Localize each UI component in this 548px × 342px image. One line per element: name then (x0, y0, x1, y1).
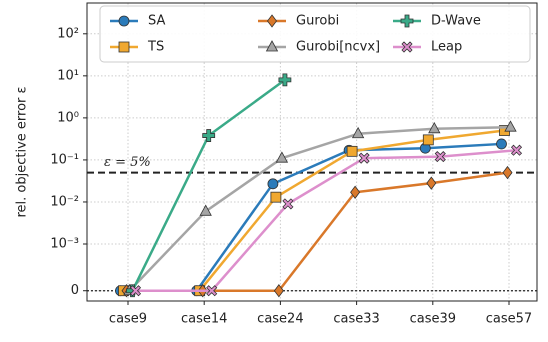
series-line (128, 125, 511, 292)
legend-marker (118, 15, 130, 27)
marker (275, 151, 289, 163)
y-tick-label: 0 (71, 283, 79, 298)
legend-box (99, 5, 531, 63)
legend-marker (265, 40, 279, 52)
marker (199, 204, 212, 216)
marker (282, 198, 294, 210)
series-line (120, 142, 502, 292)
legend-label: Gurobi (296, 14, 339, 29)
marker (351, 126, 365, 139)
y-tick-label: 10⁰ (57, 110, 79, 125)
marker (426, 176, 437, 190)
x-tick-label: case57 (486, 312, 532, 327)
marker (267, 178, 279, 190)
x-tick-label: case14 (181, 312, 227, 327)
legend-marker (401, 41, 413, 53)
marker (206, 285, 218, 297)
legend-label: Gurobi[ncvx] (296, 40, 380, 55)
legend-marker (267, 14, 277, 28)
y-tick-label: 10⁻² (50, 194, 79, 209)
marker (358, 152, 370, 164)
legend-label: TS (147, 40, 164, 55)
y-tick-label: 10¹ (57, 68, 79, 83)
legend-label: D-Wave (431, 14, 481, 29)
legend-label: Leap (431, 40, 462, 55)
marker (434, 151, 446, 163)
x-tick-label: case24 (257, 312, 303, 327)
series-line (126, 171, 508, 292)
x-tick-label: case39 (410, 312, 456, 327)
marker (350, 185, 361, 199)
marker (510, 144, 523, 156)
marker (270, 191, 282, 203)
legend-marker (118, 41, 130, 53)
marker (502, 165, 513, 180)
legend: SA TS Gurobi Gurobi[ncvx] D-Wave Leap (99, 5, 531, 63)
marker (428, 121, 441, 134)
series-line (131, 78, 286, 292)
series-line (135, 148, 517, 292)
legend-marker (400, 14, 414, 28)
threshold-label: ε = 5% (104, 155, 151, 170)
series-line (123, 129, 505, 292)
marker (278, 73, 292, 87)
x-tick-label: case9 (109, 312, 147, 327)
marker (129, 285, 142, 297)
marker (273, 284, 284, 298)
x-tick-label: case33 (333, 312, 379, 327)
y-tick-label: 10⁻³ (50, 237, 79, 252)
legend-label: SA (148, 14, 165, 29)
y-tick-label: 10² (57, 26, 79, 41)
plot-frame (86, 2, 538, 302)
y-axis-label: rel. objective error ε (15, 86, 30, 217)
marker (202, 129, 216, 142)
marker (422, 134, 434, 146)
marker (504, 120, 517, 132)
marker (346, 145, 358, 157)
marker (496, 138, 507, 150)
y-tick-label: 10⁻¹ (50, 152, 79, 167)
